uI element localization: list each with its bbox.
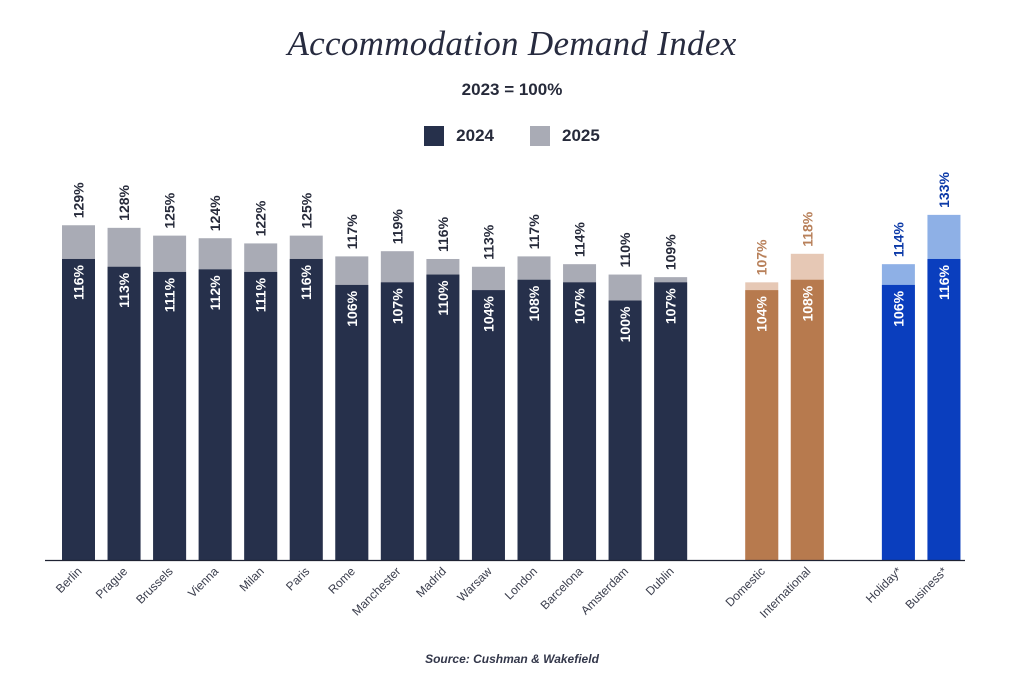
source-note: Source: Cushman & Wakefield (425, 652, 599, 666)
x-tick-label-dublin: Dublin (643, 564, 677, 598)
data-label-2024-rome: 106% (344, 290, 360, 326)
chart-title: Accommodation Demand Index (287, 24, 737, 63)
x-tick-label-madrid: Madrid (413, 564, 449, 600)
bar-2024-holiday (881, 284, 915, 560)
data-label-2024-barcelona: 107% (572, 288, 588, 324)
data-label-2025-paris: 125% (298, 192, 314, 228)
bar-2024-brussels (153, 271, 187, 560)
x-tick-label-milan: Milan (237, 564, 267, 594)
data-label-2024-london: 108% (526, 285, 542, 321)
x-tick-label-warsaw: Warsaw (454, 564, 494, 604)
bar-2024-milan (244, 271, 278, 560)
bar-2024-madrid (426, 274, 460, 560)
data-label-2025-business: 133% (936, 172, 952, 208)
legend-swatch-2025 (530, 126, 550, 146)
x-tick-label-brussels: Brussels (133, 564, 175, 606)
data-label-2025-madrid: 116% (435, 216, 451, 252)
data-label-2024-milan: 111% (253, 277, 269, 312)
legend: 2024 2025 (0, 126, 1024, 146)
legend-label-2024: 2024 (456, 126, 494, 145)
data-label-2024-warsaw: 104% (480, 296, 496, 332)
x-tick-label-rome: Rome (325, 564, 358, 597)
data-label-2025-dublin: 109% (663, 234, 679, 270)
bar-2024-vienna (198, 269, 232, 560)
x-tick-label-domestic: Domestic (723, 564, 768, 609)
data-label-2025-milan: 122% (253, 200, 269, 236)
data-label-2025-manchester: 119% (389, 209, 405, 245)
legend-swatch-2024 (424, 126, 445, 146)
data-label-2024-vienna: 112% (207, 275, 223, 311)
data-label-2024-dublin: 107% (663, 288, 679, 324)
x-tick-label-business: Business* (902, 564, 950, 612)
x-tick-label-prague: Prague (93, 564, 130, 601)
x-tick-label-holiday: Holiday* (863, 564, 905, 606)
bar-2024-barcelona (563, 282, 597, 560)
legend-item-2025: 2025 (530, 126, 600, 146)
x-tick-label-manchester: Manchester (349, 564, 403, 618)
x-tick-label-amsterdam: Amsterdam (578, 564, 631, 617)
data-label-2024-paris: 116% (298, 264, 314, 300)
bar-2024-rome (335, 284, 369, 560)
data-label-2024-amsterdam: 100% (617, 306, 633, 342)
bar-2024-london (517, 279, 551, 560)
data-label-2024-madrid: 110% (435, 280, 451, 316)
bar-2024-dublin (654, 282, 688, 560)
data-label-2025-berlin: 129% (71, 182, 87, 218)
x-tick-label-barcelona: Barcelona (538, 564, 586, 612)
data-label-2025-international: 118% (799, 211, 815, 247)
data-label-2024-brussels: 111% (162, 277, 178, 312)
data-label-2025-brussels: 125% (162, 192, 178, 228)
data-label-2025-prague: 128% (116, 184, 132, 220)
data-label-2024-prague: 113% (116, 272, 132, 308)
data-label-2025-vienna: 124% (207, 195, 223, 231)
data-label-2024-manchester: 107% (389, 288, 405, 324)
data-label-2024-domestic: 104% (754, 296, 770, 332)
bar-2024-warsaw (471, 290, 505, 560)
data-label-2025-london: 117% (526, 214, 542, 250)
x-tick-label-london: London (502, 564, 540, 602)
legend-item-2024: 2024 (424, 126, 494, 146)
bar-2024-paris (289, 258, 323, 560)
data-label-2025-holiday: 114% (890, 222, 906, 258)
bar-2024-manchester (380, 282, 414, 560)
data-label-2025-domestic: 107% (754, 239, 770, 275)
bar-2024-berlin (62, 258, 95, 560)
x-tick-label-vienna: Vienna (185, 564, 221, 600)
x-tick-label-paris: Paris (283, 564, 312, 593)
data-label-2024-international: 108% (799, 285, 815, 321)
bar-2024-domestic (745, 290, 779, 560)
chart-subtitle: 2023 = 100% (461, 80, 563, 99)
data-label-2025-amsterdam: 110% (617, 232, 633, 268)
bar-2024-international (790, 279, 824, 560)
x-tick-label-berlin: Berlin (53, 564, 85, 596)
data-label-2025-rome: 117% (344, 214, 360, 250)
data-label-2024-business: 116% (936, 264, 952, 300)
bar-2024-business (927, 258, 961, 560)
data-label-2025-warsaw: 113% (480, 224, 496, 260)
bar-2024-amsterdam (608, 300, 642, 560)
data-label-2024-holiday: 106% (890, 290, 906, 326)
legend-label-2025: 2025 (562, 126, 600, 145)
data-label-2024-berlin: 116% (71, 264, 87, 300)
data-label-2025-barcelona: 114% (572, 222, 588, 258)
bar-2024-prague (107, 266, 141, 560)
